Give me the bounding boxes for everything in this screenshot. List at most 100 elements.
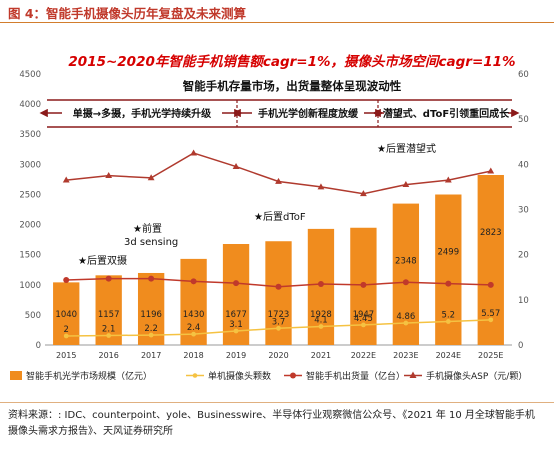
bar-value-label: 1723 — [268, 310, 290, 320]
chart-headline: 2015~2020年智能手机销售额cagr=1%，摄像头市场空间cagr=11% — [68, 54, 515, 70]
legend-swatch-bar — [10, 371, 22, 380]
bar-value-label: 1928 — [310, 310, 332, 320]
x-tick-label: 2018 — [183, 351, 203, 360]
shipments-point — [63, 276, 70, 283]
y-right-tick-label: 0 — [518, 341, 523, 351]
y-left-tick-label: 3000 — [19, 160, 41, 170]
asp-point — [62, 176, 70, 183]
asp-point — [402, 181, 410, 188]
x-tick-label: 2017 — [141, 351, 161, 360]
x-tick-label: 2022E — [351, 351, 376, 360]
camera-count-label: 5.57 — [481, 309, 500, 319]
camera-count-label: 2.1 — [102, 325, 116, 335]
bar-value-label: 1947 — [353, 310, 375, 320]
footer-divider — [0, 402, 554, 403]
cameras-per-phone-point — [276, 325, 281, 331]
camera-count-label: 2 — [64, 325, 69, 335]
x-tick-label: 2025E — [478, 351, 503, 360]
y-left-tick-label: 1500 — [19, 251, 41, 261]
figure-header: 图 4：智能手机摄像头历年复盘及未来测算 — [0, 0, 554, 23]
bar-value-label: 1040 — [55, 310, 77, 320]
y-left-tick-label: 1000 — [19, 281, 41, 291]
cameras-per-phone-point — [148, 332, 154, 338]
camera-count-label: 3.7 — [272, 317, 286, 327]
y-left-tick-label: 2500 — [19, 190, 41, 200]
legend-label: 单机摄像头颗数 — [208, 370, 271, 382]
camera-count-label: 2.4 — [187, 323, 201, 333]
source-note: 资料来源：: IDC、counterpoint、yole、Businesswir… — [8, 410, 535, 437]
asp-point — [360, 190, 367, 197]
bar — [180, 258, 207, 345]
event-front-line1: ★前置 — [133, 222, 162, 235]
bar-value-label: 2499 — [437, 248, 459, 258]
camera-count-label: 4.1 — [314, 315, 328, 325]
y-left-tick-label: 4000 — [19, 100, 41, 110]
event-rear-dtof: ★后置dToF — [254, 211, 306, 223]
x-tick-label: 2021 — [311, 351, 331, 360]
y-left-tick-label: 500 — [25, 311, 41, 321]
x-tick-label: 2016 — [99, 351, 119, 360]
x-tick-label: 2024E — [436, 351, 461, 360]
cameras-per-phone-point — [318, 324, 324, 329]
shipments-point — [487, 281, 494, 288]
lines: 2 2.1 2.2 2.4 3.1 3.7 4.1 4.45 4.86 5.2 5.57 — [62, 149, 500, 339]
y-right-tick-label: 50 — [518, 115, 529, 125]
asp-point — [147, 174, 155, 181]
y-left-tick-label: 2000 — [19, 221, 41, 231]
bar-value-label: 2348 — [395, 257, 417, 267]
phase2-bg — [252, 105, 364, 121]
cameras-per-phone-point — [191, 331, 196, 337]
phase1-label: 单摄→多摄，手机光学持续升级 — [73, 107, 212, 120]
asp-point — [317, 183, 325, 190]
y-right-tick-label: 60 — [518, 70, 529, 80]
chart-subheadline: 智能手机存量市场，出货量整体呈现波动性 — [183, 79, 402, 93]
bar-labels: 1040 1157 1196 1430 1677 1723 1928 1947 2348 2499… — [55, 228, 501, 320]
x-tick-label: 2019 — [226, 351, 246, 360]
legend-label: 智能手机光学市场规模（亿元） — [26, 370, 152, 382]
cameras-per-phone-point — [488, 317, 494, 323]
legend-label: 手机摄像头ASP（元/颗） — [426, 370, 527, 382]
shipments-point — [148, 275, 155, 282]
phase3-bg — [384, 105, 508, 121]
bar — [477, 174, 504, 345]
cameras-per-phone-point — [106, 333, 112, 338]
shipments-point — [445, 280, 452, 287]
event-rear-dual-camera: ★后置双摄 — [78, 254, 127, 267]
asp-line — [66, 152, 491, 195]
y-right-tick-label: 40 — [518, 160, 529, 170]
cameras-per-phone-point — [361, 322, 366, 328]
cameras-per-phone-point — [63, 333, 69, 339]
camera-count-label: 2.2 — [144, 324, 158, 334]
phase2-label: 手机光学创新程度放缓 — [258, 107, 359, 120]
asp-point — [190, 149, 197, 156]
bar-value-label: 1430 — [183, 310, 205, 320]
y-left-tick-label: 4500 — [19, 70, 41, 80]
camera-count-label: 3.1 — [229, 320, 243, 330]
asp-point — [232, 162, 240, 169]
bar-value-label: 1196 — [140, 310, 162, 320]
phase1-bg — [62, 105, 222, 121]
legend-swatch-marker — [409, 371, 417, 378]
y-left-tick-label: 3500 — [19, 130, 41, 140]
chart: 2015~2020年智能手机销售额cagr=1%，摄像头市场空间cagr=11%… — [10, 54, 529, 382]
camera-count-label: 4.45 — [354, 314, 373, 324]
legend: 智能手机光学市场规模（亿元） 单机摄像头颗数 智能手机出货量（亿台） 手机摄像头ASP… — [10, 370, 527, 382]
phase3-label: 潜望式、dToF引领重回成长 — [383, 107, 510, 120]
shipments-point — [233, 280, 240, 287]
legend-label: 智能手机出货量（亿台） — [306, 370, 405, 382]
bar-value-label: 2823 — [480, 228, 502, 238]
camera-count-label: 5.2 — [442, 311, 456, 321]
cameras-per-phone-point — [233, 328, 239, 334]
shipments-point — [105, 275, 112, 282]
camera-count-label: 4.86 — [396, 312, 415, 322]
x-tick-label: 2020 — [268, 351, 288, 360]
cameras-per-phone-point — [403, 320, 409, 326]
y-right-tick-label: 10 — [518, 296, 529, 306]
figure-title: 图 4：智能手机摄像头历年复盘及未来测算 — [8, 6, 247, 21]
event-rear-periscope: ★后置潜望式 — [377, 142, 436, 155]
legend-swatch-marker — [290, 372, 296, 379]
x-tick-label: 2023E — [393, 351, 418, 360]
asp-point — [105, 172, 113, 179]
phase-bars: 单摄→多摄，手机光学持续升级 手机光学创新程度放缓 潜望式、dToF引领重回成长 — [39, 99, 520, 128]
shipments-point — [317, 281, 324, 288]
